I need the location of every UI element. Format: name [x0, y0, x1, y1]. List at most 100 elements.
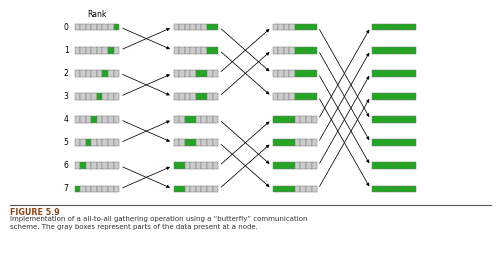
Bar — [383, 70, 388, 77]
Bar — [201, 47, 207, 54]
Bar — [295, 116, 301, 123]
Bar — [190, 116, 196, 123]
Bar — [383, 139, 388, 146]
Text: FIGURE 5.9: FIGURE 5.9 — [10, 208, 60, 217]
Bar — [207, 70, 213, 77]
Bar — [306, 139, 312, 146]
Bar — [278, 47, 284, 54]
Bar — [97, 70, 102, 77]
Bar — [80, 116, 85, 123]
Bar — [377, 70, 383, 77]
Bar — [400, 186, 405, 192]
Bar — [400, 162, 405, 169]
Bar — [278, 162, 284, 169]
Bar — [312, 186, 317, 192]
Bar — [411, 24, 416, 30]
Bar — [289, 24, 295, 30]
Bar — [75, 139, 80, 146]
Bar — [91, 139, 97, 146]
Bar — [108, 139, 114, 146]
Bar — [179, 93, 185, 100]
Bar — [190, 24, 196, 30]
Bar — [400, 93, 405, 100]
Bar — [85, 116, 91, 123]
Bar — [272, 24, 278, 30]
Bar — [278, 139, 284, 146]
Bar — [289, 47, 295, 54]
Bar — [201, 70, 207, 77]
Bar — [377, 162, 383, 169]
Bar — [114, 116, 119, 123]
Bar — [179, 24, 185, 30]
Bar — [97, 186, 102, 192]
Bar — [173, 116, 179, 123]
Bar — [213, 186, 218, 192]
Bar — [400, 70, 405, 77]
Bar — [196, 24, 201, 30]
Bar — [114, 162, 119, 169]
Bar — [289, 139, 295, 146]
Bar — [388, 93, 394, 100]
Bar — [372, 162, 377, 169]
Bar — [289, 116, 295, 123]
Bar — [91, 116, 97, 123]
Bar — [278, 116, 284, 123]
Bar — [289, 93, 295, 100]
Bar — [85, 70, 91, 77]
Bar — [85, 162, 91, 169]
Bar — [306, 47, 312, 54]
Bar — [190, 70, 196, 77]
Bar — [173, 186, 179, 192]
Bar — [196, 47, 201, 54]
Bar — [108, 70, 114, 77]
Bar — [196, 116, 201, 123]
Bar — [91, 47, 97, 54]
Bar — [207, 116, 213, 123]
Bar — [272, 186, 278, 192]
Bar — [312, 116, 317, 123]
Text: 1: 1 — [64, 46, 69, 55]
Bar — [405, 70, 411, 77]
Text: 7: 7 — [64, 184, 69, 194]
Bar — [383, 47, 388, 54]
Bar — [388, 24, 394, 30]
Bar — [301, 47, 306, 54]
Bar — [301, 162, 306, 169]
Bar — [284, 186, 289, 192]
Bar — [102, 93, 108, 100]
Bar — [284, 93, 289, 100]
Bar — [278, 24, 284, 30]
Bar — [289, 186, 295, 192]
Bar — [383, 93, 388, 100]
Bar — [207, 24, 213, 30]
Bar — [190, 47, 196, 54]
Bar — [75, 47, 80, 54]
Bar — [201, 186, 207, 192]
Bar — [289, 162, 295, 169]
Bar — [213, 139, 218, 146]
Bar — [278, 186, 284, 192]
Bar — [312, 24, 317, 30]
Text: 6: 6 — [64, 161, 69, 170]
Bar — [411, 70, 416, 77]
Bar — [213, 70, 218, 77]
Bar — [173, 93, 179, 100]
Bar — [400, 24, 405, 30]
Text: 5: 5 — [64, 138, 69, 147]
Bar — [312, 162, 317, 169]
Bar — [284, 24, 289, 30]
Bar — [394, 24, 400, 30]
Bar — [185, 162, 190, 169]
Bar — [201, 116, 207, 123]
Bar — [306, 93, 312, 100]
Bar — [213, 116, 218, 123]
Bar — [85, 186, 91, 192]
Bar — [377, 24, 383, 30]
Bar — [301, 24, 306, 30]
Bar — [97, 24, 102, 30]
Text: 2: 2 — [64, 69, 69, 78]
Bar — [284, 162, 289, 169]
Bar — [295, 93, 301, 100]
Bar — [173, 24, 179, 30]
Bar — [383, 162, 388, 169]
